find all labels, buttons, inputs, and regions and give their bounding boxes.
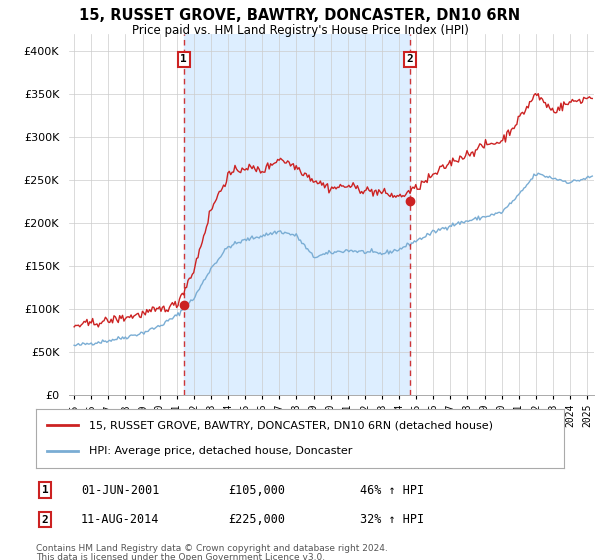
Text: £225,000: £225,000 xyxy=(228,513,285,526)
Text: 46% ↑ HPI: 46% ↑ HPI xyxy=(360,483,424,497)
Text: 11-AUG-2014: 11-AUG-2014 xyxy=(81,513,160,526)
Text: 2: 2 xyxy=(406,54,413,64)
Text: HPI: Average price, detached house, Doncaster: HPI: Average price, detached house, Donc… xyxy=(89,446,352,456)
Bar xyxy=(184,34,410,395)
Text: £105,000: £105,000 xyxy=(228,483,285,497)
Text: 1: 1 xyxy=(41,485,49,495)
Text: Price paid vs. HM Land Registry's House Price Index (HPI): Price paid vs. HM Land Registry's House … xyxy=(131,24,469,36)
Text: 2: 2 xyxy=(41,515,49,525)
Text: 01-JUN-2001: 01-JUN-2001 xyxy=(81,483,160,497)
Text: This data is licensed under the Open Government Licence v3.0.: This data is licensed under the Open Gov… xyxy=(36,553,325,560)
Text: 32% ↑ HPI: 32% ↑ HPI xyxy=(360,513,424,526)
Text: 1: 1 xyxy=(181,54,187,64)
Text: 15, RUSSET GROVE, BAWTRY, DONCASTER, DN10 6RN (detached house): 15, RUSSET GROVE, BAWTRY, DONCASTER, DN1… xyxy=(89,420,493,430)
Text: 15, RUSSET GROVE, BAWTRY, DONCASTER, DN10 6RN: 15, RUSSET GROVE, BAWTRY, DONCASTER, DN1… xyxy=(79,8,521,24)
Text: Contains HM Land Registry data © Crown copyright and database right 2024.: Contains HM Land Registry data © Crown c… xyxy=(36,544,388,553)
